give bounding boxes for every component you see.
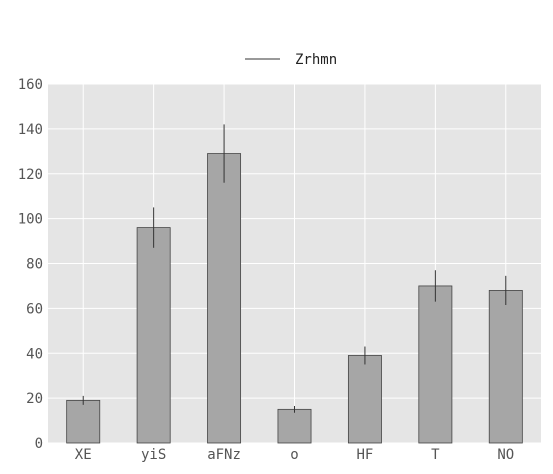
legend-label: Zrhmn [295, 52, 337, 68]
y-tick-label: 20 [26, 391, 43, 407]
bar-o [277, 408, 312, 444]
legend: Zrhmn [245, 52, 337, 68]
bar-HF [347, 355, 382, 444]
x-tick-label: HF [356, 447, 373, 463]
bar-T [418, 285, 453, 444]
x-tick-label: NO [497, 447, 514, 463]
y-tick-label: 100 [18, 212, 43, 228]
y-tick-label: 0 [35, 436, 43, 452]
x-tick-label: aFNz [207, 447, 241, 463]
bars [66, 124, 523, 444]
y-axis-tick-labels: 0 20 40 60 80 100 120 140 160 [18, 77, 43, 452]
bar-XE [66, 399, 101, 444]
x-tick-label: XE [75, 447, 92, 463]
grid [48, 83, 541, 444]
x-tick-label: T [431, 447, 440, 463]
bar-aFNz [207, 153, 242, 444]
y-tick-label: 60 [26, 301, 43, 317]
bar-NO [488, 290, 523, 444]
bar-yiS [136, 227, 171, 444]
y-tick-label: 120 [18, 167, 43, 183]
y-tick-label: 160 [18, 77, 43, 93]
y-tick-label: 40 [26, 346, 43, 362]
x-axis-tick-labels: XE yiS aFNz o HF T NO [75, 447, 514, 463]
x-tick-label: o [290, 447, 298, 463]
x-tick-label: yiS [141, 447, 166, 463]
y-tick-label: 140 [18, 122, 43, 138]
y-tick-label: 80 [26, 257, 43, 273]
